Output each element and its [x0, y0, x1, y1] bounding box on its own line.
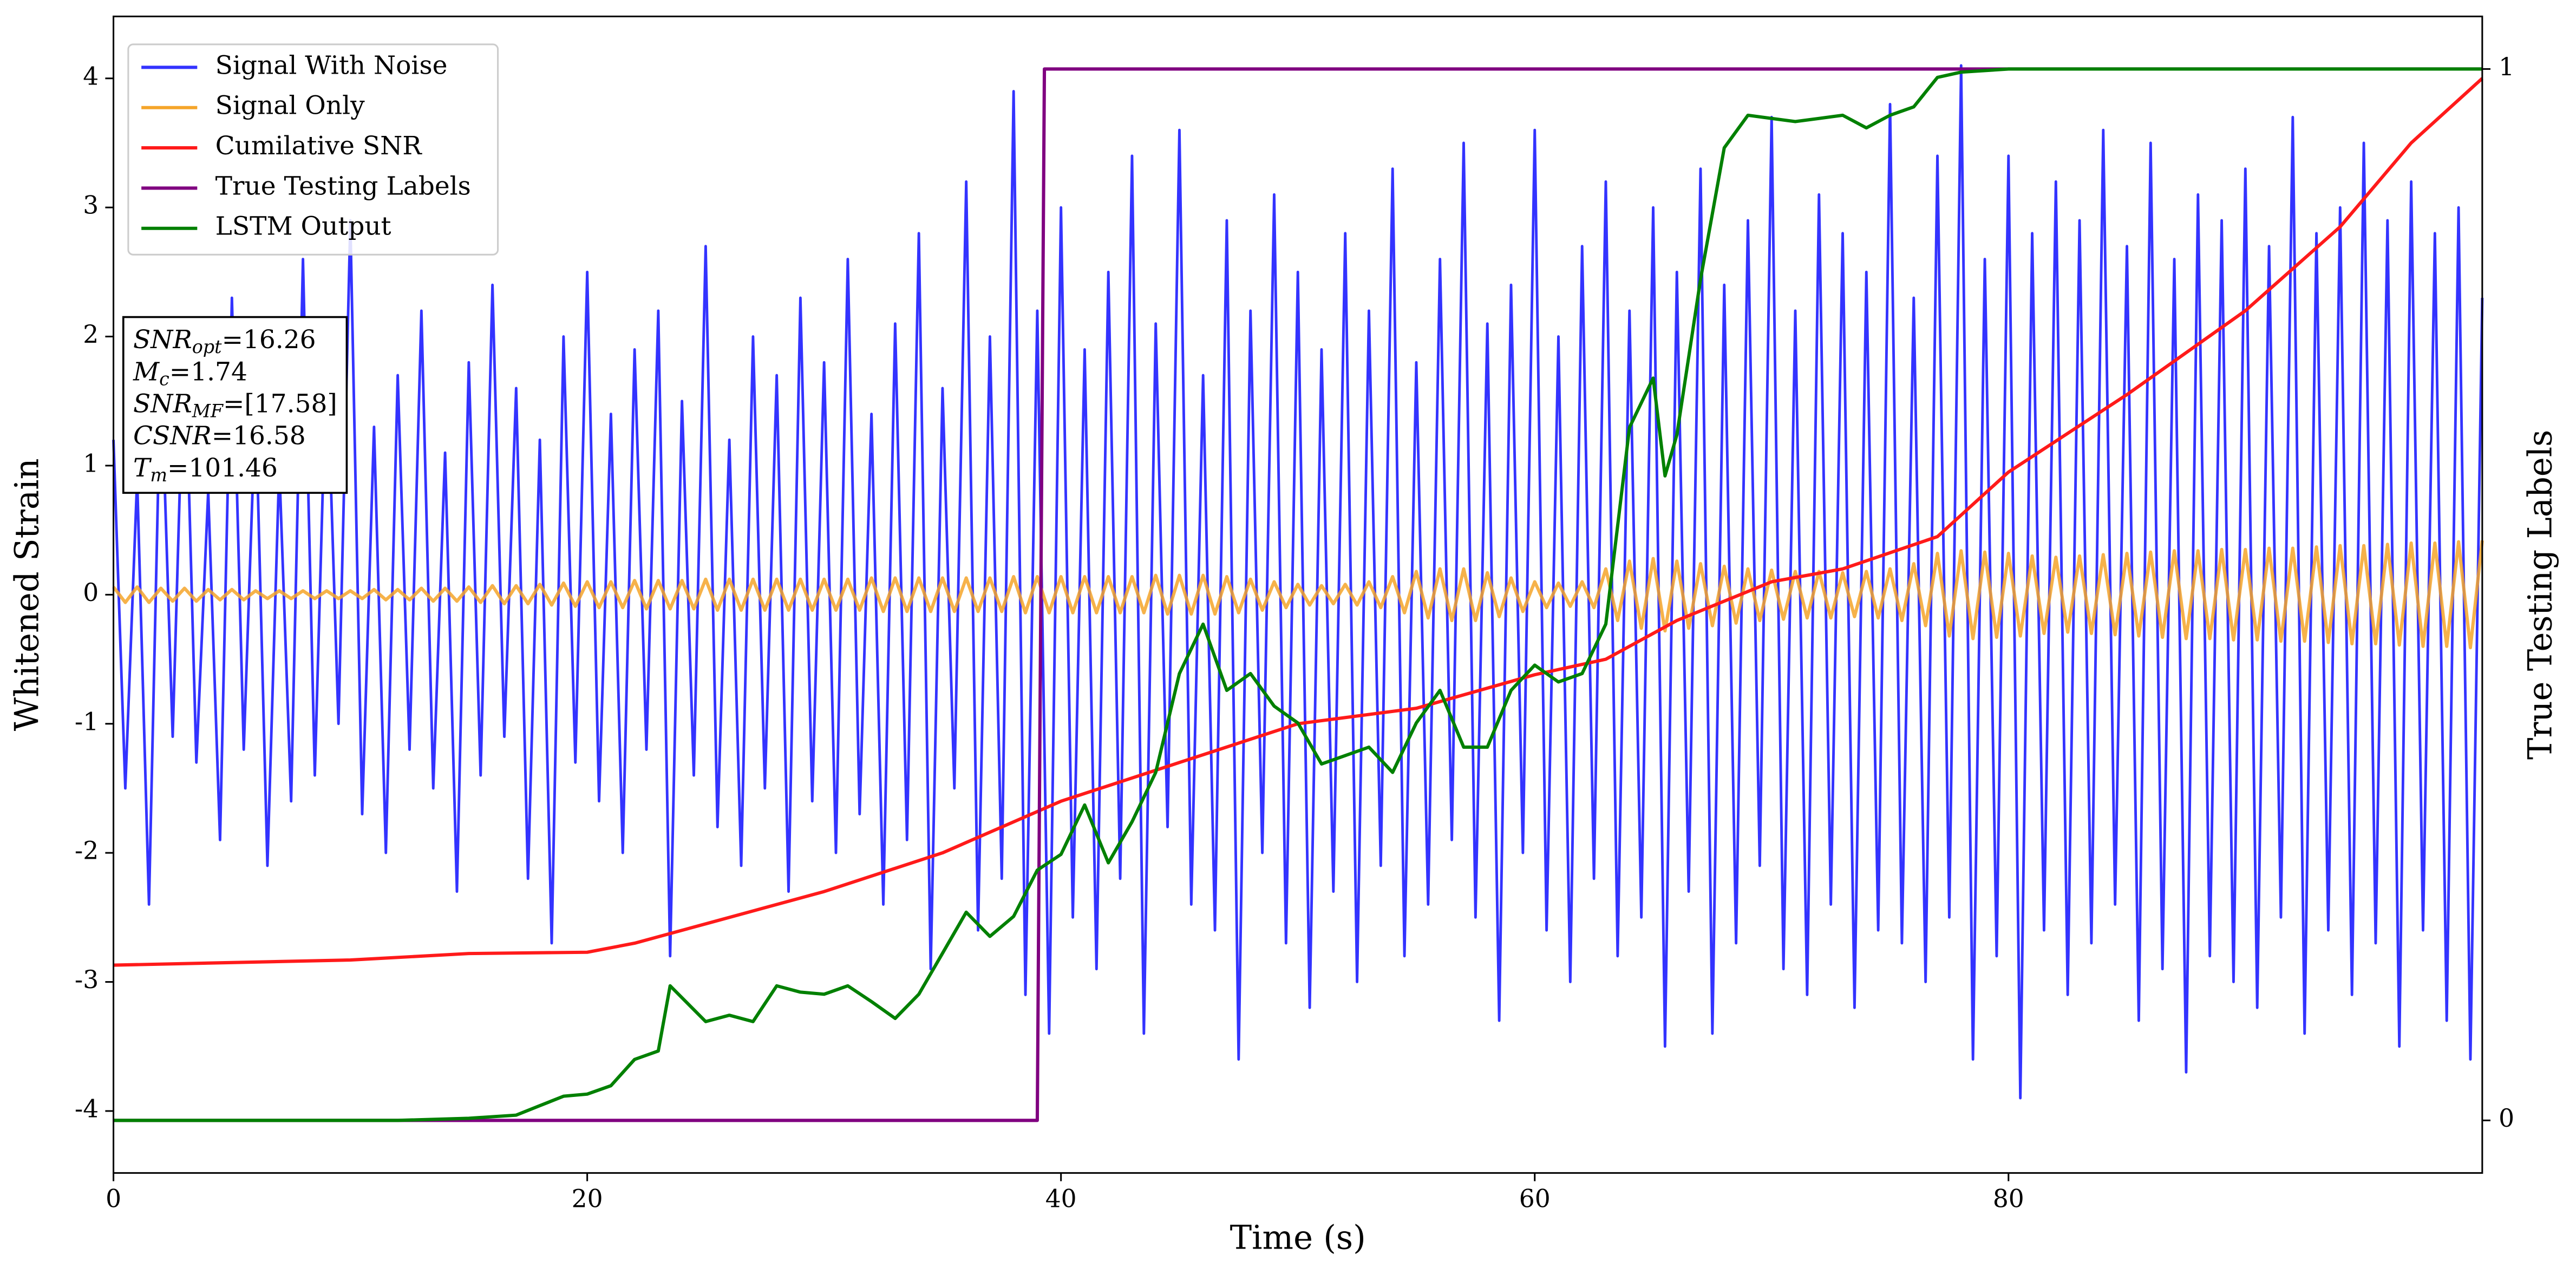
annotation-line: SNRMF=[17.58] — [133, 389, 337, 421]
annotation-subscript: c — [159, 368, 169, 389]
annotation-box — [122, 316, 348, 494]
plot-area — [112, 64, 2484, 1122]
annotation: SNRopt=16.26Mc=1.74SNRMF=[17.58]CSNR=16.… — [122, 316, 348, 494]
y-tick-label: 4 — [83, 62, 99, 90]
series-line — [112, 64, 2484, 1100]
x-tick-label: 0 — [106, 1184, 121, 1213]
legend-label: Cumilative SNR — [215, 131, 423, 161]
x-axis-label: Time (s) — [1230, 1219, 1366, 1257]
series-line — [113, 67, 2482, 1122]
y-tick-label: -2 — [75, 837, 99, 865]
y-tick-label: -1 — [75, 707, 99, 736]
y-tick-label: 1 — [83, 449, 99, 478]
annotation-value: =16.26 — [222, 325, 316, 355]
annotation-value: =101.46 — [167, 453, 278, 483]
y2-tick-label: 1 — [2499, 53, 2514, 81]
annotation-subscript: MF — [192, 401, 224, 422]
annotation-variable: SNR — [133, 325, 192, 355]
annotation-subscript: opt — [192, 336, 222, 357]
y-tick-label: -3 — [75, 965, 99, 994]
annotation-variable: SNR — [133, 389, 192, 419]
legend-box — [127, 43, 499, 256]
series-line — [113, 77, 2483, 967]
annotation-line: Tm=101.46 — [133, 453, 278, 486]
x-tick-label: 40 — [1045, 1184, 1077, 1213]
series-line — [112, 540, 2484, 650]
x-tick-label: 80 — [1993, 1184, 2024, 1213]
annotation-value: =[17.58] — [223, 389, 337, 419]
y2-axis-label: True Testing Labels — [2522, 430, 2560, 760]
legend-label: Signal With Noise — [215, 50, 448, 80]
legend: Signal With Noise Signal Only Cumilative S… — [127, 43, 499, 256]
y-tick-label: 2 — [83, 320, 99, 349]
annotation-variable: CSNR — [133, 421, 212, 451]
x-tick-label: 20 — [572, 1184, 603, 1213]
legend-label: True Testing Labels — [215, 171, 471, 201]
annotation-value: =1.74 — [169, 357, 247, 387]
annotation-line: SNRopt=16.26 — [133, 325, 316, 357]
legend-label: LSTM Output — [215, 212, 391, 241]
legend-label: Signal Only — [215, 91, 365, 121]
annotation-variable: T — [133, 453, 152, 483]
y-tick-label: -4 — [75, 1094, 99, 1123]
y2-tick-label: 0 — [2499, 1104, 2514, 1133]
annotation-line: CSNR=16.58 — [133, 421, 306, 451]
y-tick-label: 3 — [83, 191, 99, 220]
x-tick-label: 60 — [1519, 1184, 1551, 1213]
annotation-subscript: m — [150, 465, 167, 486]
annotation-variable: M — [133, 357, 160, 387]
y-tick-label: 0 — [83, 578, 99, 607]
y-axis-label: Whitened Strain — [8, 458, 46, 731]
series-line — [113, 67, 2482, 1122]
annotation-value: =16.58 — [212, 421, 306, 451]
annotation-line: Mc=1.74 — [133, 357, 247, 389]
